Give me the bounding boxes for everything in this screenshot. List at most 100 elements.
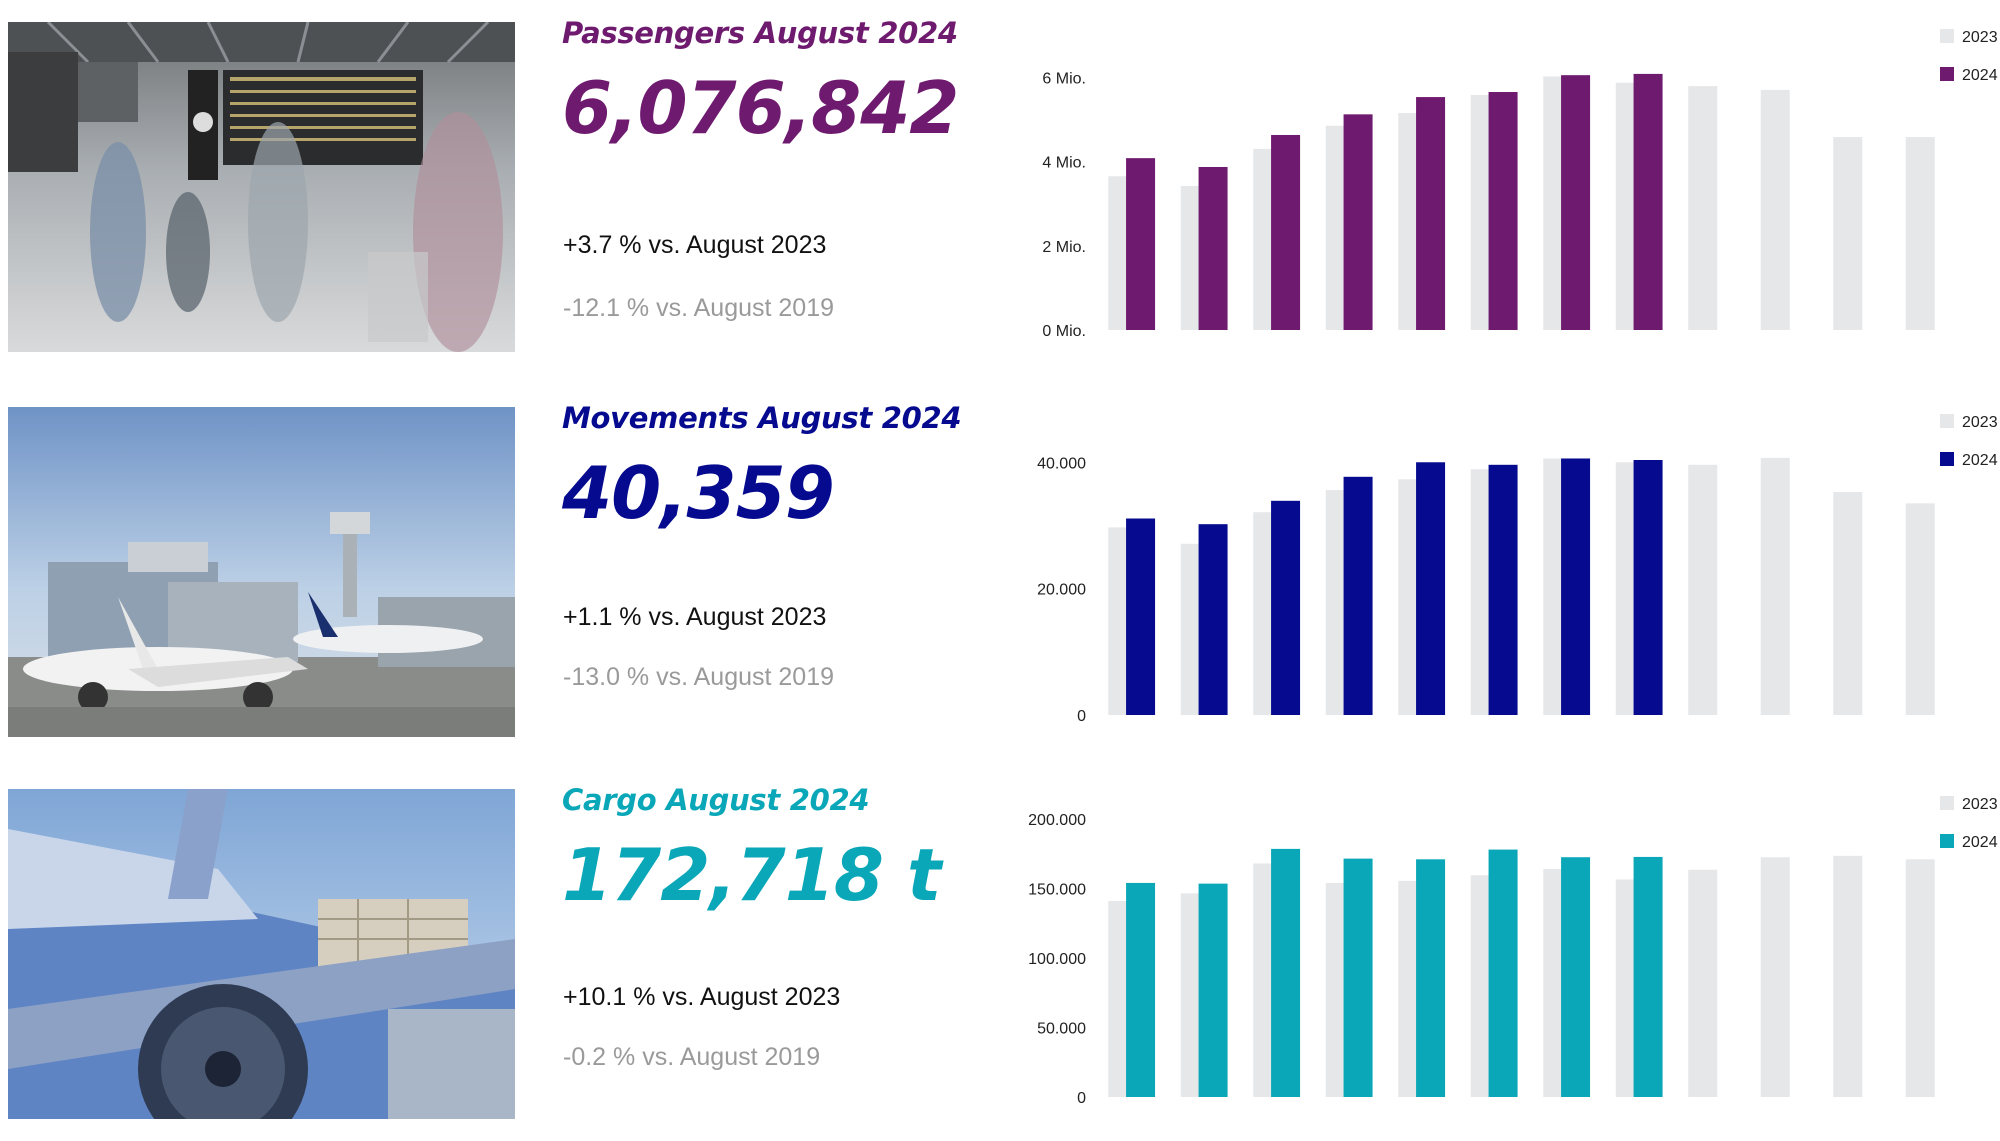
cargo-cmp-prev-year: +10.1 % vs. August 2023 xyxy=(563,983,841,1011)
x-tick-label: Jan xyxy=(1119,337,1146,340)
bar-2024-Aug xyxy=(1633,856,1663,1097)
x-tick-label: Apr xyxy=(1337,1104,1364,1107)
cargo-row: Cargo August 2024 172,718 t +10.1 % vs. … xyxy=(0,767,2000,1119)
passengers-value: 6,076,842 xyxy=(562,66,959,150)
y-tick-label: 200.000 xyxy=(1028,812,1086,829)
bar-2023-Okt xyxy=(1760,457,1790,715)
cargo-title: Cargo August 2024 xyxy=(562,783,870,817)
x-tick-label: Sep xyxy=(1697,722,1727,725)
x-tick-label: Apr xyxy=(1337,337,1364,340)
x-tick-label: Apr xyxy=(1337,722,1364,725)
y-tick-label: 2 Mio. xyxy=(1042,239,1086,256)
bar-2024-Feb xyxy=(1198,524,1228,715)
y-tick-label: 0 Mio. xyxy=(1042,323,1086,340)
bar-2024-Jan xyxy=(1126,882,1156,1097)
passengers-cmp-prev-year: +3.7 % vs. August 2023 xyxy=(563,231,827,259)
bar-2023-Dez xyxy=(1905,503,1935,715)
bar-2023-Sep xyxy=(1688,86,1718,330)
movements-title: Movements August 2024 xyxy=(562,401,962,435)
chart-svg: 0 50.000 100.000 150.000 200.000 Jan Feb Mär Apr… xyxy=(1028,796,1998,1107)
x-tick-label: Feb xyxy=(1190,337,1219,340)
bar-2024-Apr xyxy=(1343,858,1373,1097)
bar-2024-Mai xyxy=(1416,462,1446,715)
x-tick-label: Sep xyxy=(1697,337,1727,340)
x-tick-label: Jul xyxy=(1557,1104,1579,1107)
legend-label-2024: 2024 xyxy=(1962,67,1998,84)
x-tick-label: Jun xyxy=(1481,722,1508,725)
cargo-aircraft-loading-photo xyxy=(8,789,515,1119)
y-tick-label: 50.000 xyxy=(1037,1021,1086,1038)
movements-row: Movements August 2024 40,359 +1.1 % vs. … xyxy=(0,385,2000,737)
y-tick-label: 0 xyxy=(1077,1090,1086,1107)
cargo-value: 172,718 t xyxy=(562,833,941,917)
bar-2023-Nov xyxy=(1833,137,1863,330)
legend-label-2024: 2024 xyxy=(1962,834,1998,851)
bar-2023-Nov xyxy=(1833,491,1863,715)
x-tick-label: Aug xyxy=(1625,337,1655,340)
x-tick-label: Feb xyxy=(1190,722,1219,725)
bar-2023-Nov xyxy=(1833,855,1863,1097)
cargo-chart: 0 50.000 100.000 150.000 200.000 Jan Feb Mär Apr… xyxy=(990,767,2000,1107)
y-tick-label: 4 Mio. xyxy=(1042,155,1086,172)
movements-value: 40,359 xyxy=(562,451,835,535)
x-tick-label: Dec xyxy=(1915,337,1946,340)
bar-2024-Apr xyxy=(1343,114,1373,331)
airport-apron-aircraft-photo xyxy=(8,407,515,737)
bar-2024-Mai xyxy=(1416,859,1446,1097)
x-tick-label: Jun xyxy=(1481,1104,1508,1107)
movements-chart: 0 20.000 40.000 Jan Feb Mär Apr Mai Jun Jul Aug Sep… xyxy=(990,385,2000,725)
legend-label-2023: 2023 xyxy=(1962,29,1998,46)
bar-2024-Jul xyxy=(1561,75,1591,331)
bar-2023-Oct xyxy=(1760,89,1790,330)
movements-cmp-2019: -13.0 % vs. August 2019 xyxy=(563,663,835,691)
chart-svg: 0 20.000 40.000 Jan Feb Mär Apr Mai Jun Jul Aug Sep… xyxy=(1037,414,1998,725)
x-tick-label: Okt xyxy=(1772,722,1799,725)
legend-label-2024: 2024 xyxy=(1962,452,1998,469)
x-tick-label: Mar xyxy=(1263,337,1293,340)
x-tick-label: Nov xyxy=(1842,1104,1873,1107)
x-tick-label: Mai xyxy=(1409,1104,1436,1107)
y-tick-label: 0 xyxy=(1077,708,1086,725)
legend-swatch-2024 xyxy=(1940,452,1954,466)
bar-2023-Sep xyxy=(1688,869,1718,1097)
legend-swatch-2023 xyxy=(1940,29,1954,43)
y-tick-label: 6 Mio. xyxy=(1042,70,1086,87)
airport-terminal-photo xyxy=(8,22,515,352)
bar-2024-Aug xyxy=(1633,460,1663,715)
bar-2024-May xyxy=(1416,97,1446,330)
bar-2024-Apr xyxy=(1343,476,1373,715)
legend-label-2023: 2023 xyxy=(1962,414,1998,431)
bar-2024-Jan xyxy=(1126,518,1156,715)
x-tick-label: Oct xyxy=(1772,337,1799,340)
y-tick-label: 40.000 xyxy=(1037,455,1086,472)
x-tick-label: Jun xyxy=(1481,337,1508,340)
bar-2024-Jul xyxy=(1561,857,1591,1097)
passengers-row: Passengers August 2024 6,076,842 +3.7 % … xyxy=(0,0,2000,352)
bar-2024-Jun xyxy=(1488,464,1518,715)
y-tick-label: 100.000 xyxy=(1028,951,1086,968)
y-tick-label: 150.000 xyxy=(1028,882,1086,899)
passengers-title: Passengers August 2024 xyxy=(562,16,958,50)
x-tick-label: Nov xyxy=(1842,337,1873,340)
x-tick-label: Jan xyxy=(1119,1104,1146,1107)
bar-2023-Dez xyxy=(1905,859,1935,1097)
x-tick-label: Dez xyxy=(1915,1104,1945,1107)
cargo-cmp-2019: -0.2 % vs. August 2019 xyxy=(563,1043,821,1071)
x-tick-label: Mär xyxy=(1263,1104,1293,1107)
passengers-cmp-2019: -12.1 % vs. August 2019 xyxy=(563,294,835,322)
x-tick-label: Aug xyxy=(1625,1104,1655,1107)
bar-2023-Okt xyxy=(1760,857,1790,1097)
bar-2024-Mär xyxy=(1271,848,1301,1097)
x-tick-label: Mai xyxy=(1409,722,1436,725)
x-tick-label: May xyxy=(1406,337,1439,340)
bar-2024-Mär xyxy=(1271,500,1301,715)
bar-2024-Mar xyxy=(1271,134,1301,330)
bar-2023-Sep xyxy=(1688,464,1718,715)
x-tick-label: Jul xyxy=(1557,337,1579,340)
x-tick-label: Mär xyxy=(1263,722,1293,725)
bar-2024-Jun xyxy=(1488,849,1518,1097)
x-tick-label: Feb xyxy=(1190,1104,1219,1107)
x-tick-label: Okt xyxy=(1772,1104,1799,1107)
bar-2024-Jun xyxy=(1488,92,1518,330)
x-tick-label: Jan xyxy=(1119,722,1146,725)
